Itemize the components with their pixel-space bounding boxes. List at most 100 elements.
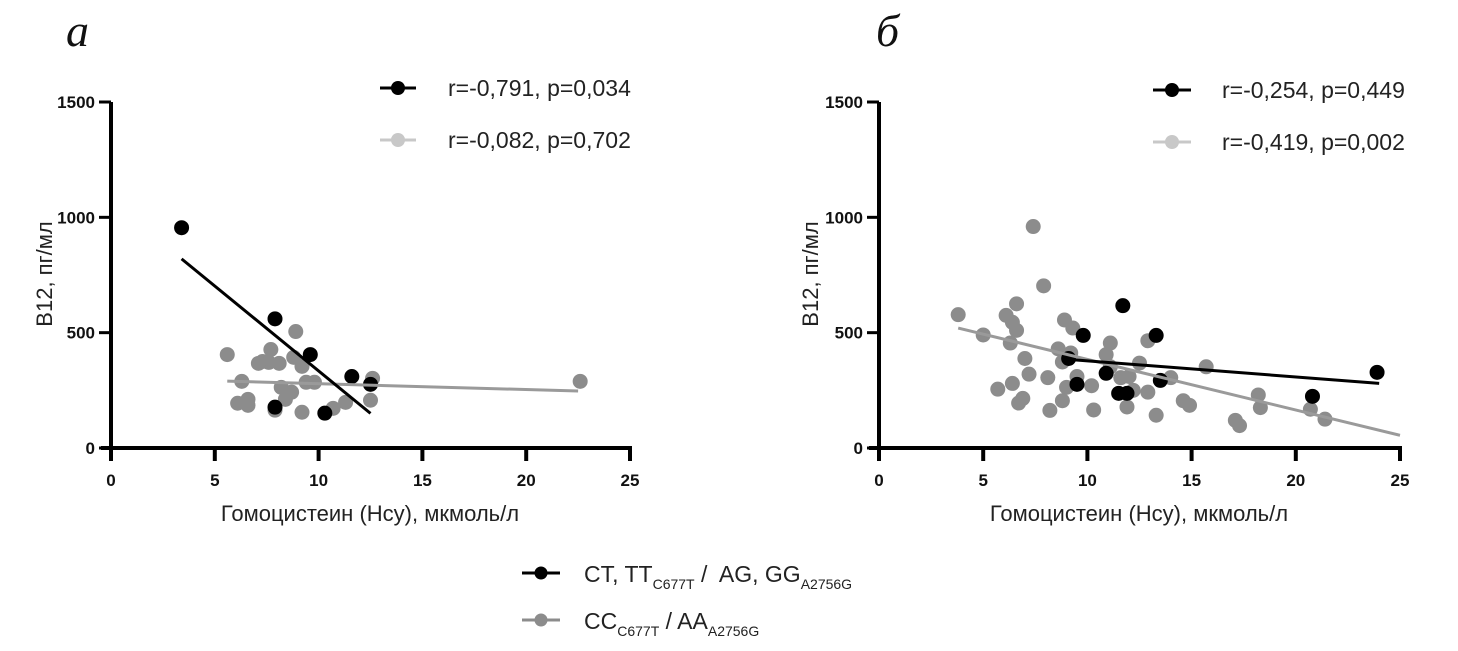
data-point	[990, 381, 1006, 397]
trend-line	[1066, 357, 1380, 385]
data-point	[1182, 397, 1198, 413]
axes	[867, 100, 1402, 461]
data-point	[1065, 320, 1081, 336]
y-tick-label: 0	[86, 439, 95, 458]
panel-label: а	[66, 5, 89, 56]
data-point	[1119, 399, 1135, 415]
x-tick-label: 0	[874, 471, 883, 490]
data-point	[1098, 365, 1114, 381]
tick-labels: 0 500 1000 1500 0 5 10 15 20 25	[57, 93, 639, 490]
panel-label: б	[876, 5, 901, 56]
x-tick-label: 25	[621, 471, 640, 490]
data-point	[1132, 355, 1147, 371]
data-point	[1115, 298, 1131, 314]
legend-label: CCC677T / AAA2756G	[584, 608, 759, 639]
axes	[99, 100, 632, 461]
data-point	[294, 404, 310, 420]
y-tick-label: 500	[835, 324, 863, 343]
data-point	[1140, 384, 1156, 400]
data-point	[1148, 327, 1164, 343]
data-point	[1054, 393, 1070, 409]
data-point	[271, 355, 287, 371]
data-point	[1148, 407, 1164, 423]
y-axis-title: B12, пг/мл	[32, 221, 57, 326]
x-axis-title: Гомоцистеин (Hcy), мкмоль/л	[221, 501, 519, 526]
data-point	[1252, 400, 1268, 416]
data-point	[263, 342, 279, 358]
x-tick-label: 5	[978, 471, 987, 490]
data-point	[219, 347, 235, 363]
data-point	[250, 355, 266, 371]
legend-text-main: / AG, GG	[695, 561, 801, 587]
data-point	[363, 392, 378, 408]
legend-marker-black	[391, 81, 405, 95]
legend-text-main: CC	[584, 608, 617, 634]
data-point	[1369, 364, 1385, 380]
data-point	[174, 220, 190, 236]
data-point	[950, 307, 966, 323]
data-point	[1198, 359, 1214, 375]
shared-legend: CT, TTC677T / AG, GGA2756G CCC677T / AAA…	[522, 561, 852, 639]
data-point	[267, 311, 283, 327]
legend-marker-grey	[391, 133, 405, 147]
data-point	[1086, 402, 1102, 418]
x-tick-label: 15	[413, 471, 432, 490]
data-point	[572, 373, 588, 389]
x-tick-label: 20	[1286, 471, 1305, 490]
legend-label: r=-0,791, p=0,034	[448, 75, 631, 101]
data-point	[1075, 327, 1091, 343]
data-point	[1069, 376, 1085, 392]
y-tick-label: 500	[67, 324, 95, 343]
legend-text-sub: C677T	[617, 623, 659, 639]
x-tick-label: 10	[1078, 471, 1097, 490]
legend-label: r=-0,419, p=0,002	[1222, 129, 1405, 155]
chart-panel-b: б 0 500 1000 1500 0 5 10 15 20 25 Гомоцистеин (Hc…	[798, 5, 1409, 526]
data-point	[1232, 418, 1248, 434]
data-marks	[174, 220, 588, 421]
data-point	[317, 405, 333, 421]
legend-item: r=-0,254, p=0,449	[1153, 77, 1405, 103]
series-grey	[950, 219, 1333, 434]
data-point	[1098, 347, 1114, 363]
data-point	[267, 399, 283, 415]
y-tick-label: 1500	[57, 93, 95, 112]
data-point	[1009, 296, 1025, 312]
data-point	[1304, 388, 1320, 404]
legend-marker	[534, 613, 548, 627]
trend-line	[180, 257, 372, 415]
y-tick-label: 1500	[825, 93, 863, 112]
x-tick-label: 5	[210, 471, 219, 490]
data-point	[284, 384, 300, 400]
legend-label: r=-0,082, p=0,702	[448, 127, 631, 153]
y-tick-label: 0	[854, 439, 863, 458]
x-tick-label: 15	[1182, 471, 1201, 490]
data-point	[1011, 395, 1027, 411]
legend-text-main: / AA	[659, 608, 708, 634]
legend-label: r=-0,254, p=0,449	[1222, 77, 1405, 103]
data-marks	[950, 219, 1401, 437]
legend-text-main: CT, TT	[584, 561, 653, 587]
legend-item: r=-0,082, p=0,702	[380, 127, 631, 153]
legend-text-sub: A2756G	[708, 623, 759, 639]
data-point	[230, 395, 246, 411]
data-point	[1042, 402, 1058, 418]
legend-label: CT, TTC677T / AG, GGA2756G	[584, 561, 852, 592]
data-point	[288, 324, 304, 340]
data-point	[1017, 351, 1033, 367]
legend-text-sub: A2756G	[801, 576, 852, 592]
x-tick-label: 25	[1391, 471, 1410, 490]
x-tick-label: 0	[106, 471, 115, 490]
data-point	[294, 358, 310, 374]
data-point	[1102, 335, 1118, 351]
data-point	[1040, 370, 1056, 386]
legend-marker	[534, 566, 548, 580]
data-point	[1121, 368, 1137, 384]
tick-labels: 0 500 1000 1500 0 5 10 15 20 25	[825, 93, 1409, 490]
data-point	[1084, 378, 1100, 394]
shared-legend-item-grey: CCC677T / AAA2756G	[522, 608, 759, 639]
series-black	[174, 220, 378, 421]
y-axis-title: B12, пг/мл	[798, 221, 823, 326]
data-point	[344, 368, 360, 384]
legend: r=-0,254, p=0,449 r=-0,419, p=0,002	[1153, 77, 1405, 155]
